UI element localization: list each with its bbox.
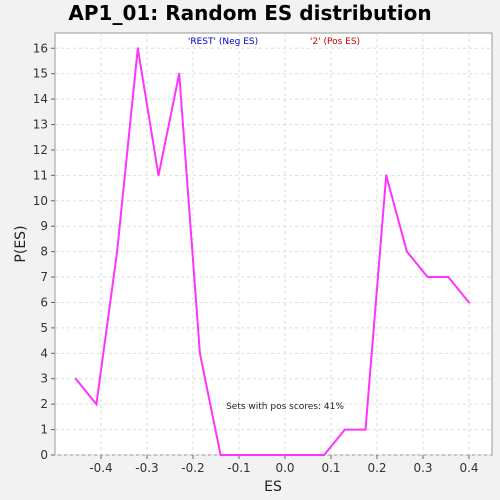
y-tick-label: 5 xyxy=(40,321,48,335)
grid-lines xyxy=(55,33,492,456)
y-tick-label: 6 xyxy=(40,295,48,309)
y-axis-label: P(ES) xyxy=(13,225,29,262)
y-tick-label: 9 xyxy=(40,219,48,233)
legend: 'REST' (Neg ES) '2' (Pos ES) xyxy=(188,37,360,47)
y-tick-label: 2 xyxy=(40,397,48,411)
legend-neg-es: 'REST' (Neg ES) xyxy=(188,37,258,47)
data-point xyxy=(447,276,450,279)
x-tick-label: 0.3 xyxy=(413,461,432,475)
x-axis-ticks: -0.4 -0.3 -0.2 -0.1 0.0 0.1 0.2 0.3 0.4 xyxy=(89,455,479,475)
y-tick-label: 4 xyxy=(40,346,48,360)
data-point xyxy=(95,403,98,406)
x-tick-label: 0.1 xyxy=(321,461,340,475)
chart-title: AP1_01: Random ES distribution xyxy=(68,1,431,25)
x-tick-label: 0.4 xyxy=(459,461,478,475)
y-tick-label: 16 xyxy=(33,41,48,55)
y-tick-label: 10 xyxy=(33,194,48,208)
data-point xyxy=(364,428,367,431)
data-point xyxy=(468,301,470,304)
data-point xyxy=(198,352,201,355)
data-point xyxy=(405,250,408,253)
x-tick-label: -0.3 xyxy=(135,461,158,475)
x-tick-label: -0.4 xyxy=(89,461,112,475)
data-point xyxy=(219,454,222,456)
data-point xyxy=(343,428,346,431)
y-tick-label: 1 xyxy=(40,423,48,437)
data-point xyxy=(157,174,160,177)
y-tick-label: 7 xyxy=(40,270,48,284)
x-tick-label: -0.1 xyxy=(227,461,250,475)
y-tick-label: 12 xyxy=(33,143,48,157)
x-axis-label: ES xyxy=(264,479,282,495)
y-tick-label: 15 xyxy=(33,67,48,81)
x-tick-label: -0.2 xyxy=(181,461,204,475)
data-point xyxy=(261,454,263,456)
data-point xyxy=(323,454,326,456)
y-tick-label: 14 xyxy=(33,92,48,106)
data-point xyxy=(74,377,77,380)
data-point xyxy=(136,47,139,50)
x-tick-label: 0.0 xyxy=(275,461,294,475)
data-point xyxy=(178,72,181,75)
plot-area xyxy=(54,32,493,456)
data-point xyxy=(385,174,388,177)
y-tick-label: 13 xyxy=(33,118,48,132)
data-point xyxy=(302,454,305,456)
y-tick-label: 0 xyxy=(40,448,48,462)
y-tick-label: 3 xyxy=(40,372,48,386)
y-tick-label: 11 xyxy=(33,168,48,182)
series-line xyxy=(74,48,470,456)
data-point xyxy=(281,454,284,456)
data-point xyxy=(426,276,429,279)
series-group xyxy=(74,47,470,456)
legend-pos-es: '2' (Pos ES) xyxy=(310,37,360,47)
y-tick-label: 8 xyxy=(40,245,48,259)
data-point xyxy=(116,250,119,253)
pos-scores-annotation: Sets with pos scores: 41% xyxy=(226,402,344,412)
x-tick-label: 0.2 xyxy=(367,461,386,475)
data-point xyxy=(240,454,243,456)
